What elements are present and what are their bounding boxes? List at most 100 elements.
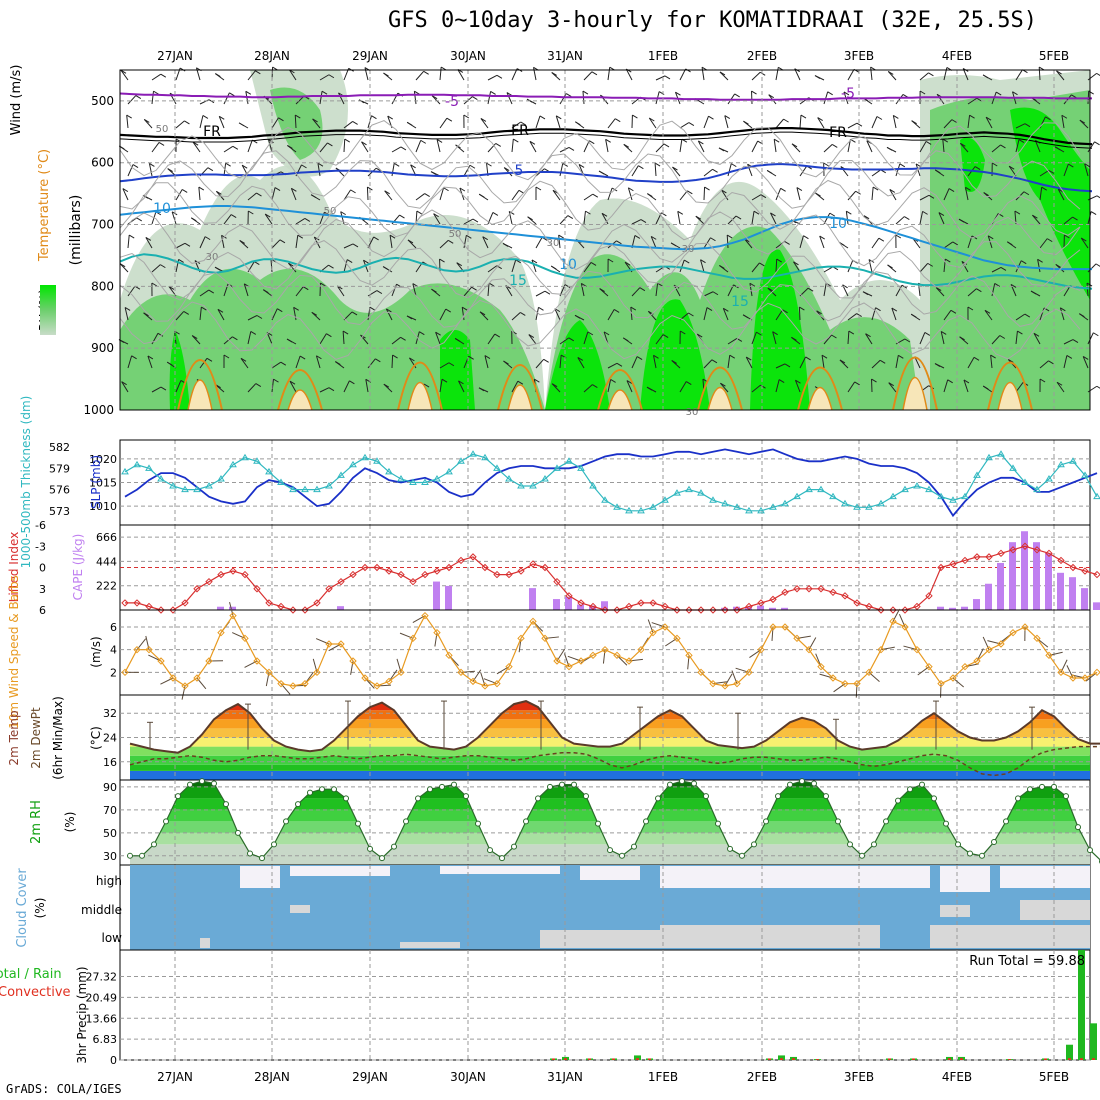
wind-barb	[1045, 116, 1051, 121]
wind-barb	[247, 70, 256, 81]
cloud-clear-patch	[1020, 900, 1090, 920]
rh-2m-point	[151, 841, 157, 848]
precip-convective-bar	[768, 1058, 771, 1060]
wind-barb	[1039, 187, 1043, 201]
wind-barb	[506, 92, 513, 105]
wind-barb	[157, 332, 164, 337]
wind-barb	[1039, 378, 1046, 383]
wind-barb	[650, 235, 657, 240]
wind-barb	[511, 121, 522, 129]
wind-barb	[248, 210, 254, 215]
wind-speed-point	[397, 668, 405, 677]
lifted-index-point	[265, 599, 273, 607]
wind-barb	[204, 236, 211, 241]
wind-barb	[439, 187, 445, 201]
cloud-clear-patch	[290, 905, 310, 913]
precip-convective-bar	[588, 1058, 591, 1060]
lifted-index-point	[229, 567, 237, 575]
temp-2m-line	[129, 700, 1100, 754]
lifted-index-point	[601, 606, 609, 614]
wind-barb	[406, 121, 413, 126]
wind-axis-label: 10m Wind Speed & Barbs	[7, 575, 21, 729]
isotherm-label: FR	[829, 125, 847, 141]
thickness-point	[181, 485, 189, 493]
isotherm-label: -5	[841, 86, 855, 102]
lifted-index-line	[125, 545, 1098, 611]
cape-bar	[949, 607, 956, 610]
wind-barb	[435, 331, 441, 345]
wind-speed-point	[205, 657, 213, 665]
wind-barb	[431, 288, 437, 293]
wind-barb	[601, 212, 608, 217]
wind-barb	[782, 309, 788, 314]
wind-speed-point	[829, 674, 837, 682]
wind-barb	[887, 71, 894, 75]
wind-barb	[564, 284, 571, 288]
wind-barb	[344, 138, 351, 143]
wind-speed-point	[901, 623, 909, 631]
wind-barb	[457, 69, 465, 81]
wind-barb	[934, 363, 941, 367]
wind-barb	[670, 242, 677, 247]
wind-barb	[279, 239, 286, 244]
thickness-point	[709, 496, 717, 503]
rh-2m-point	[607, 847, 613, 854]
wind-barb	[315, 355, 321, 369]
rh-contour-label: 30	[547, 238, 560, 249]
wind-barb	[1018, 139, 1025, 143]
wind-barb	[202, 115, 209, 119]
precip-convective-bar	[960, 1058, 963, 1060]
wind-barb	[1084, 163, 1089, 177]
wind-speed-point	[601, 645, 609, 654]
wind-barb	[1072, 339, 1079, 343]
wind-barb	[943, 379, 949, 393]
wind-barb	[995, 91, 1002, 96]
wind-unit-label: (m/s)	[89, 636, 103, 667]
thickness-point	[793, 492, 801, 500]
wind-barb	[672, 166, 681, 177]
wind-barb	[250, 331, 257, 335]
date-label-top: 27JAN	[157, 49, 193, 63]
slp-axis-label: SLP (mb)	[89, 455, 103, 509]
lifted-index-point	[121, 599, 129, 607]
wind-barb	[945, 258, 951, 263]
wind-barb	[511, 259, 517, 273]
cloud-unit-label: (%)	[33, 898, 47, 919]
wind-speed-point	[781, 623, 789, 631]
wind-barb	[280, 361, 287, 366]
isotherm-label: 15	[509, 273, 527, 289]
thickness-point	[961, 492, 969, 500]
wind-barb	[271, 187, 276, 201]
wind-barb	[214, 266, 221, 271]
thickness-point	[697, 489, 705, 496]
lifted-index-point	[973, 553, 981, 561]
wind-barb	[295, 286, 304, 297]
wind-barb	[1087, 141, 1095, 153]
cloud-level-label: high	[96, 874, 122, 888]
isotherm-warm	[187, 379, 213, 411]
wind-barb	[1087, 263, 1097, 273]
date-label-bottom: 5FEB	[1039, 1070, 1069, 1084]
lifted-index-point	[337, 577, 345, 586]
wind-speed-point	[445, 651, 453, 660]
wind-barb	[143, 119, 153, 129]
wind-barb	[463, 235, 467, 249]
wind-barb	[199, 307, 202, 321]
thickness-point	[757, 506, 765, 514]
wind-barb	[431, 95, 441, 105]
thickness-point	[253, 457, 261, 464]
wind-barb	[871, 359, 881, 369]
wind-barb	[1007, 359, 1014, 363]
rh-2m-point	[451, 781, 457, 788]
wind-speed-point	[517, 634, 525, 643]
wind-speed-point	[1045, 651, 1053, 660]
lifted-index-point	[1057, 556, 1065, 565]
cloud-clear-patch	[240, 866, 280, 888]
wind-barb	[871, 307, 877, 321]
wind-speed-point	[541, 634, 549, 643]
rh-2m-point	[283, 818, 289, 825]
wind-barb	[487, 265, 497, 273]
wind-barb	[753, 210, 760, 215]
wind-barb	[166, 361, 173, 366]
wind-barb	[535, 358, 545, 369]
